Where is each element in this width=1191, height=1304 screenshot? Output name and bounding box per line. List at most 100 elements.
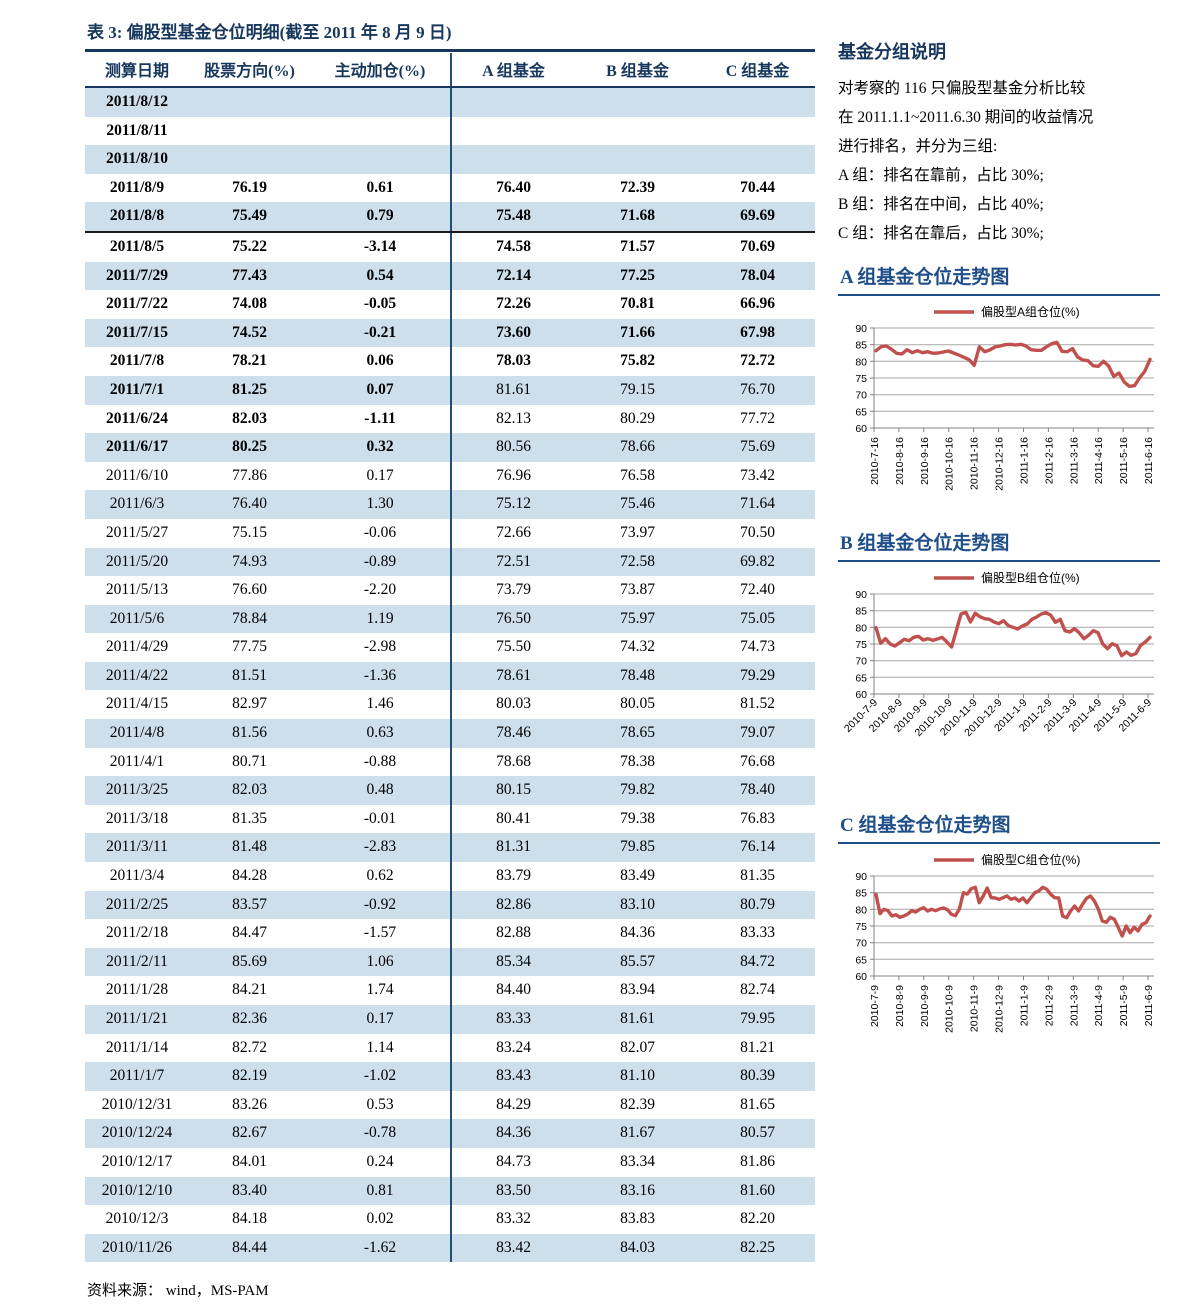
table-cell: 83.43 bbox=[450, 1062, 575, 1091]
table-cell: 83.32 bbox=[450, 1205, 575, 1234]
table-header: 测算日期 股票方向(%) 主动加仓(%) A 组基金 B 组基金 C 组基金 bbox=[85, 53, 815, 88]
table-cell: 75.46 bbox=[575, 490, 700, 519]
table-cell: 81.61 bbox=[450, 375, 575, 405]
data-source-note: 资料来源： wind，MS-PAM bbox=[87, 1283, 269, 1300]
table-cell: 84.29 bbox=[450, 1090, 575, 1120]
table-row: 2011/3/4 84.28 0.62 83.79 83.49 81.35 bbox=[85, 862, 815, 891]
table-row: 2011/3/25 82.03 0.48 80.15 79.82 78.40 bbox=[85, 776, 815, 805]
svg-text:70: 70 bbox=[855, 390, 867, 402]
svg-text:2011-2-9: 2011-2-9 bbox=[1043, 985, 1055, 1026]
table-cell: 2011/4/29 bbox=[105, 638, 169, 656]
svg-text:2011-3-9: 2011-3-9 bbox=[1068, 985, 1080, 1026]
table-cell: -0.05 bbox=[363, 295, 397, 313]
table-cell: 82.36 bbox=[189, 1005, 310, 1034]
table-row: 2011/8/11 bbox=[85, 116, 815, 146]
table-cell: 83.57 bbox=[189, 890, 310, 920]
table-cell: 2011/5/13 bbox=[105, 581, 169, 599]
col-header-active-add: 主动加仓(%) bbox=[310, 53, 451, 88]
table-cell: 70.44 bbox=[740, 178, 775, 196]
table-row: 2011/4/1 80.71 -0.88 78.68 78.38 76.68 bbox=[85, 747, 815, 777]
table-cell: 1.74 bbox=[366, 981, 394, 999]
table-cell: 0.02 bbox=[366, 1210, 394, 1228]
table-cell: 84.21 bbox=[232, 981, 267, 999]
table-cell: 79.38 bbox=[620, 809, 655, 827]
svg-text:2011-1-16: 2011-1-16 bbox=[1019, 437, 1031, 484]
table-cell: 2011/5/27 bbox=[105, 523, 169, 541]
table-cell: 81.21 bbox=[740, 1038, 775, 1056]
table-row: 2011/4/29 77.75 -2.98 75.50 74.32 74.73 bbox=[85, 633, 815, 662]
table-cell: 1.30 bbox=[310, 490, 451, 519]
table-cell bbox=[189, 145, 310, 174]
table-cell: 2011/6/3 bbox=[85, 490, 189, 519]
table-cell: 0.06 bbox=[366, 352, 394, 370]
table-cell: 2011/8/9 bbox=[109, 178, 165, 196]
table-cell: -1.36 bbox=[310, 661, 451, 691]
table-cell: 2011/7/15 bbox=[85, 318, 189, 348]
table-cell: 83.40 bbox=[189, 1176, 310, 1206]
table-cell: 80.15 bbox=[450, 776, 575, 805]
table-cell: 76.50 bbox=[450, 604, 575, 634]
svg-text:75: 75 bbox=[855, 921, 867, 933]
table-cell: 2011/7/22 bbox=[105, 295, 168, 313]
table-cell: 71.66 bbox=[575, 318, 700, 348]
table-cell: -0.88 bbox=[363, 752, 397, 770]
table-cell bbox=[310, 145, 451, 174]
table-cell: 81.31 bbox=[450, 833, 575, 863]
svg-text:80: 80 bbox=[855, 356, 867, 368]
table-cell bbox=[310, 117, 451, 146]
table-cell: 0.62 bbox=[366, 867, 394, 885]
table-cell: 83.16 bbox=[575, 1176, 700, 1206]
table-cell: 2010/12/31 bbox=[101, 1095, 173, 1113]
table-cell: 82.86 bbox=[450, 890, 575, 920]
col-header-date: 测算日期 bbox=[85, 53, 189, 88]
table-cell: 76.60 bbox=[232, 581, 267, 599]
table-cell: 82.19 bbox=[189, 1062, 310, 1091]
table-cell: 76.14 bbox=[700, 833, 815, 863]
table-row: 2010/12/3 84.18 0.02 83.32 83.83 82.20 bbox=[85, 1205, 815, 1234]
table-cell: 69.69 bbox=[700, 202, 815, 233]
table-cell: 81.35 bbox=[740, 867, 775, 885]
svg-text:70: 70 bbox=[855, 656, 867, 668]
table-cell: 2011/8/8 bbox=[85, 202, 189, 233]
table-cell: 84.03 bbox=[575, 1233, 700, 1263]
svg-text:85: 85 bbox=[855, 606, 867, 618]
table-cell: 74.73 bbox=[740, 638, 775, 656]
table-cell: 2011/6/17 bbox=[85, 433, 189, 462]
table-cell: 2011/3/4 bbox=[109, 867, 165, 885]
table-cell: 75.48 bbox=[450, 202, 575, 233]
line-chart-group-b: 60 65 70 75 80 85 90 2010-7-9 2010-8-9 2010-9-9 20… bbox=[838, 568, 1160, 783]
table-cell: 2011/8/10 bbox=[85, 145, 189, 174]
table-cell: -2.20 bbox=[363, 581, 397, 599]
table-cell: 78.65 bbox=[575, 719, 700, 748]
note-line: 对考察的 116 只偏股型基金分析比较 bbox=[838, 80, 1086, 97]
table-cell bbox=[189, 87, 310, 117]
table-row: 2011/8/10 bbox=[85, 145, 815, 174]
table-cell: 1.46 bbox=[366, 695, 394, 713]
table-cell: 79.29 bbox=[700, 661, 815, 691]
table-cell: 81.48 bbox=[189, 833, 310, 863]
note-line: C 组：排名在靠后，占比 30%; bbox=[838, 225, 1044, 242]
table-cell: 74.93 bbox=[189, 547, 310, 577]
table-cell: 83.49 bbox=[620, 867, 655, 885]
table-cell: 73.87 bbox=[620, 581, 655, 599]
chart-heading-group-c: C 组基金仓位走势图 bbox=[838, 810, 1160, 844]
table-cell: 84.72 bbox=[700, 947, 815, 977]
table-cell: 82.97 bbox=[232, 695, 267, 713]
table-cell: 83.26 bbox=[232, 1095, 267, 1113]
svg-text:2010-7-9: 2010-7-9 bbox=[869, 985, 881, 1027]
table-cell: 2011/7/8 bbox=[109, 352, 165, 370]
svg-text:偏股型A组仓位(%): 偏股型A组仓位(%) bbox=[981, 304, 1080, 319]
table-row: 2011/8/5 75.22 -3.14 74.58 71.57 70.69 bbox=[85, 231, 815, 262]
table-cell: 82.88 bbox=[450, 919, 575, 948]
chart-svg: 606570758085902010-7-92010-8-92010-9-920… bbox=[842, 570, 1154, 739]
table-cell: 80.25 bbox=[189, 433, 310, 462]
svg-text:90: 90 bbox=[855, 871, 867, 883]
svg-text:90: 90 bbox=[855, 323, 867, 335]
svg-text:90: 90 bbox=[855, 589, 867, 601]
table-row: 2011/8/12 bbox=[85, 87, 815, 117]
table-cell: 83.33 bbox=[450, 1005, 575, 1034]
table-cell: 0.48 bbox=[310, 776, 451, 805]
table-row: 2011/6/24 82.03 -1.11 82.13 80.29 77.72 bbox=[85, 404, 815, 434]
table-cell: 2010/12/24 bbox=[85, 1119, 189, 1148]
table-cell: 75.69 bbox=[700, 433, 815, 462]
